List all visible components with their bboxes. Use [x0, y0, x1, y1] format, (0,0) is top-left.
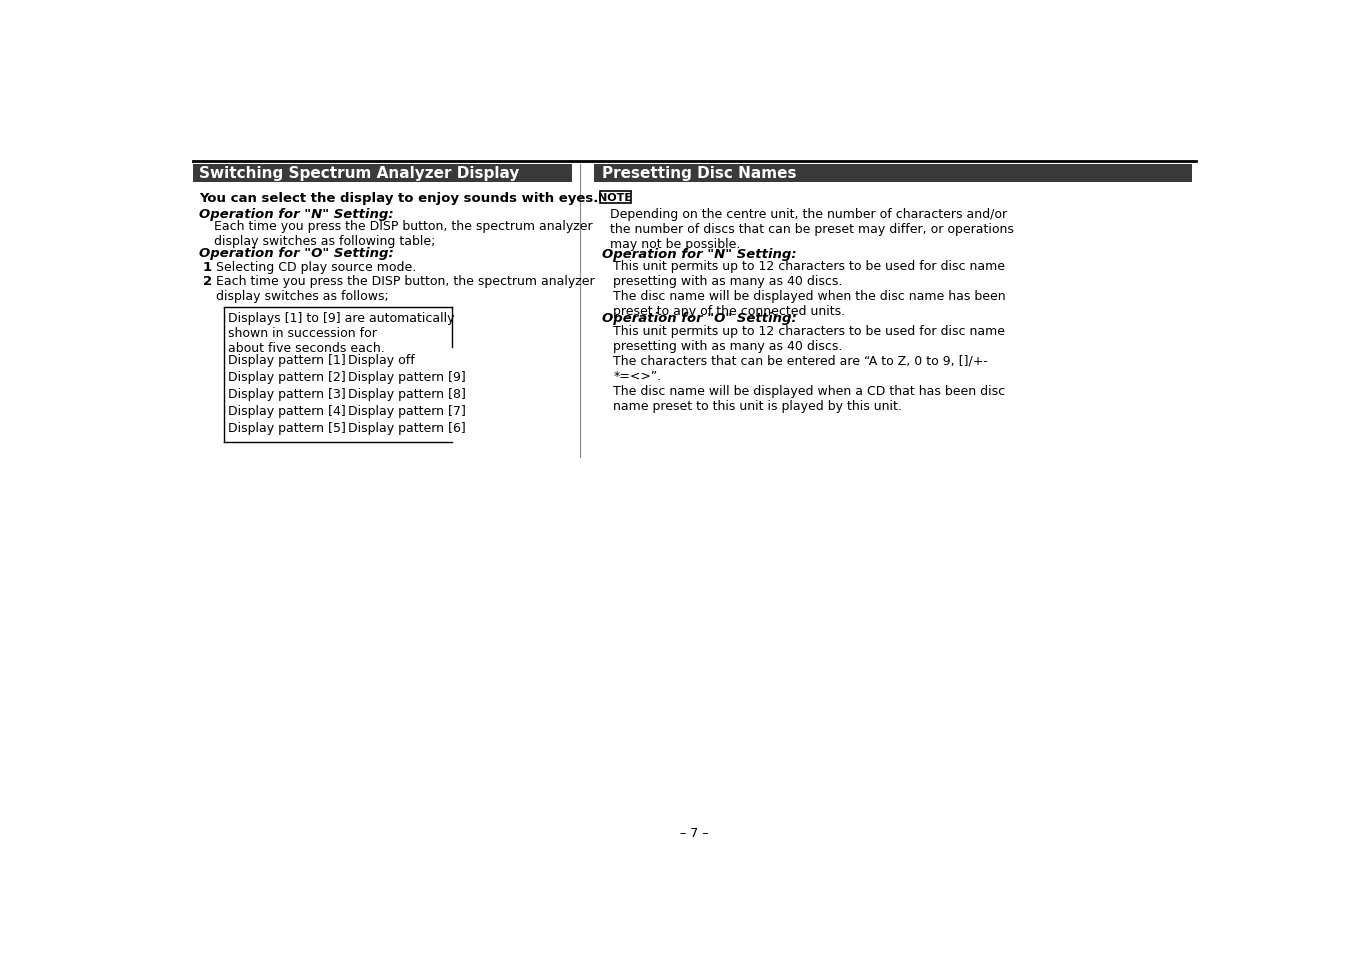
Text: Display pattern [9]: Display pattern [9]: [348, 371, 465, 383]
Text: Display pattern [7]: Display pattern [7]: [348, 404, 466, 417]
Text: Display pattern [5]: Display pattern [5]: [228, 421, 346, 435]
Bar: [192, 164, 572, 183]
Text: Displays [1] to [9] are automatically
shown in succession for
about five seconds: Displays [1] to [9] are automatically sh…: [228, 312, 454, 355]
Text: Display off: Display off: [348, 354, 415, 367]
Text: 2: 2: [203, 274, 211, 288]
Text: Selecting CD play source mode.: Selecting CD play source mode.: [215, 260, 416, 274]
Text: Display pattern [2]: Display pattern [2]: [228, 371, 346, 383]
Text: 1: 1: [203, 260, 211, 274]
Text: Depending on the centre unit, the number of characters and/or
the number of disc: Depending on the centre unit, the number…: [610, 208, 1014, 251]
Text: Each time you press the DISP button, the spectrum analyzer
display switches as f: Each time you press the DISP button, the…: [214, 220, 593, 248]
Text: Switching Spectrum Analyzer Display: Switching Spectrum Analyzer Display: [199, 166, 519, 181]
Text: Operation for "O" Setting:: Operation for "O" Setting:: [199, 247, 393, 259]
Bar: [593, 164, 1192, 183]
Text: NOTE: NOTE: [598, 193, 631, 203]
Text: – 7 –: – 7 –: [680, 826, 709, 839]
Text: Operation for "O" Setting:: Operation for "O" Setting:: [602, 312, 797, 325]
Text: Operation for "N" Setting:: Operation for "N" Setting:: [199, 208, 393, 220]
Text: Each time you press the DISP button, the spectrum analyzer
display switches as f: Each time you press the DISP button, the…: [215, 274, 595, 302]
Bar: [599, 193, 630, 204]
Text: Display pattern [8]: Display pattern [8]: [348, 388, 466, 400]
Text: Display pattern [3]: Display pattern [3]: [228, 388, 346, 400]
Text: Display pattern [1]: Display pattern [1]: [228, 354, 346, 367]
Text: You can select the display to enjoy sounds with eyes.: You can select the display to enjoy soun…: [199, 193, 598, 205]
Text: Presetting Disc Names: Presetting Disc Names: [602, 166, 797, 181]
Text: This unit permits up to 12 characters to be used for disc name
presetting with a: This unit permits up to 12 characters to…: [614, 260, 1005, 317]
Text: Display pattern [4]: Display pattern [4]: [228, 404, 346, 417]
Text: Display pattern [6]: Display pattern [6]: [348, 421, 465, 435]
Text: This unit permits up to 12 characters to be used for disc name
presetting with a: This unit permits up to 12 characters to…: [614, 324, 1005, 413]
Text: Operation for "N" Setting:: Operation for "N" Setting:: [602, 248, 797, 260]
